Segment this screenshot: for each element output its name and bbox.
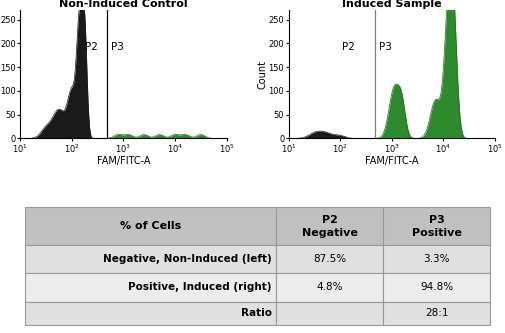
Text: 28:1: 28:1 (425, 308, 448, 318)
Text: P3: P3 (379, 42, 392, 52)
Text: P2: P2 (342, 42, 355, 52)
Text: 87.5%: 87.5% (313, 254, 346, 264)
Text: P2: P2 (85, 42, 98, 52)
Title: Induced Sample: Induced Sample (342, 0, 441, 9)
Text: P3: P3 (111, 42, 124, 52)
Y-axis label: Count: Count (257, 60, 267, 89)
FancyBboxPatch shape (25, 207, 276, 245)
FancyBboxPatch shape (276, 207, 383, 245)
FancyBboxPatch shape (276, 245, 383, 273)
X-axis label: FAM/FITC-A: FAM/FITC-A (365, 157, 419, 166)
X-axis label: FAM/FITC-A: FAM/FITC-A (96, 157, 150, 166)
FancyBboxPatch shape (25, 273, 276, 302)
Text: 94.8%: 94.8% (420, 282, 453, 292)
Text: Positive, Induced (right): Positive, Induced (right) (128, 282, 272, 292)
Title: Non-Induced Control: Non-Induced Control (59, 0, 188, 9)
FancyBboxPatch shape (25, 302, 276, 325)
FancyBboxPatch shape (383, 302, 490, 325)
FancyBboxPatch shape (276, 302, 383, 325)
FancyBboxPatch shape (383, 207, 490, 245)
Text: % of Cells: % of Cells (120, 221, 181, 231)
Text: P3
Positive: P3 Positive (412, 215, 462, 237)
FancyBboxPatch shape (383, 245, 490, 273)
Text: 3.3%: 3.3% (423, 254, 450, 264)
Text: P2
Negative: P2 Negative (301, 215, 358, 237)
FancyBboxPatch shape (25, 245, 276, 273)
Text: Ratio: Ratio (240, 308, 272, 318)
Text: 4.8%: 4.8% (317, 282, 343, 292)
FancyBboxPatch shape (276, 273, 383, 302)
FancyBboxPatch shape (383, 273, 490, 302)
Text: Negative, Non-Induced (left): Negative, Non-Induced (left) (103, 254, 272, 264)
